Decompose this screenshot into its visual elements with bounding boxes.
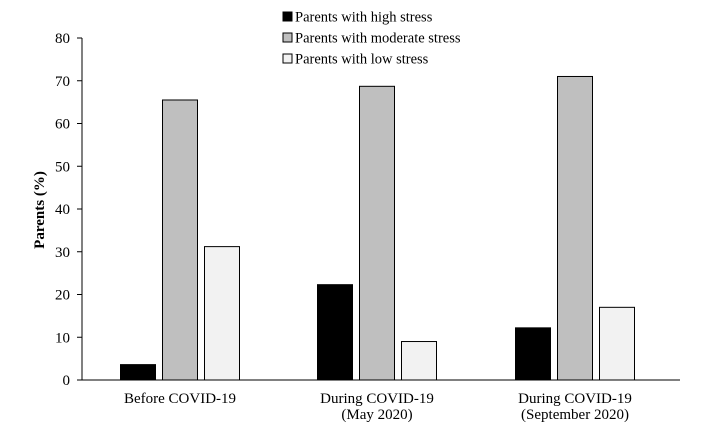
bar: [557, 75, 593, 381]
bar: [359, 85, 395, 381]
x-category-label: During COVID-19: [518, 391, 632, 407]
legend-label: Parents with moderate stress: [295, 31, 461, 47]
y-tick-label: 60: [55, 117, 70, 133]
bar: [401, 341, 437, 381]
legend-label: Parents with high stress: [295, 10, 433, 26]
y-tick-label: 0: [63, 373, 71, 389]
bar: [515, 327, 551, 381]
bar: [120, 364, 156, 381]
y-tick-label: 30: [55, 245, 70, 261]
y-tick-label: 80: [55, 31, 70, 47]
x-axis: Before COVID-19 During COVID-19(May 2020)…: [82, 379, 680, 423]
legend-swatch: [282, 53, 293, 64]
x-category-label: (May 2020): [341, 407, 412, 423]
legend: Parents with high stress Parents with mod…: [282, 10, 461, 68]
legend-swatch: [282, 11, 293, 22]
bars: [120, 75, 635, 381]
legend-label: Parents with low stress: [295, 52, 429, 68]
y-axis: 0 10 20 30 40 50 60 70 80: [55, 31, 83, 389]
y-tick-label: 50: [55, 159, 70, 175]
bar: [317, 284, 353, 381]
bar: [162, 99, 198, 381]
bar: [204, 246, 240, 381]
x-category-label: During COVID-19: [320, 391, 434, 407]
y-tick-label: 20: [55, 288, 70, 304]
x-category-label: (September 2020): [521, 407, 629, 423]
y-tick-label: 40: [55, 202, 70, 218]
y-axis-title: Parents (%): [32, 171, 48, 249]
x-category-label: Before COVID-19: [124, 391, 236, 407]
legend-swatch: [282, 32, 293, 43]
y-tick-label: 10: [55, 330, 70, 346]
bar: [599, 306, 635, 381]
y-tick-label: 70: [55, 74, 70, 90]
